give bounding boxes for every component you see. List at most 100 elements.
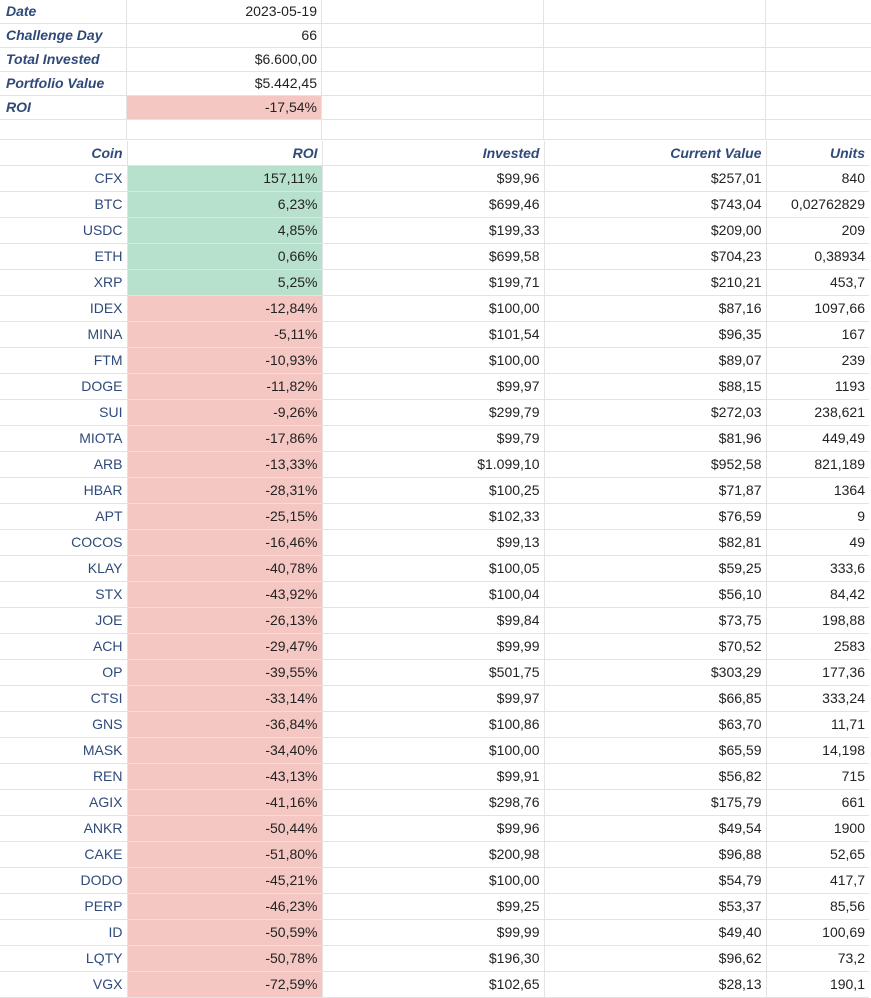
empty-cell[interactable]: [322, 24, 544, 47]
header-invested[interactable]: Invested: [322, 141, 545, 166]
invested-cell[interactable]: $99,99: [322, 633, 545, 660]
roi-cell[interactable]: 157,11%: [127, 165, 323, 192]
units-cell[interactable]: 238,621: [766, 399, 869, 426]
units-cell[interactable]: 661: [766, 789, 869, 816]
units-cell[interactable]: 821,189: [766, 451, 869, 478]
units-cell[interactable]: 1900: [766, 815, 869, 842]
empty-cell[interactable]: [766, 0, 871, 23]
invested-cell[interactable]: $1.099,10: [322, 451, 545, 478]
current-value-cell[interactable]: $65,59: [544, 737, 767, 764]
units-cell[interactable]: 2583: [766, 633, 869, 660]
current-value-cell[interactable]: $209,00: [544, 217, 767, 244]
coin-cell[interactable]: AGIX: [0, 789, 128, 816]
coin-cell[interactable]: LQTY: [0, 945, 128, 972]
units-cell[interactable]: 840: [766, 165, 869, 192]
roi-cell[interactable]: -43,92%: [127, 581, 323, 608]
coin-cell[interactable]: SUI: [0, 399, 128, 426]
empty-cell[interactable]: [766, 24, 871, 47]
invested-cell[interactable]: $99,91: [322, 763, 545, 790]
empty-cell[interactable]: [766, 120, 871, 139]
roi-cell[interactable]: -5,11%: [127, 321, 323, 348]
current-value-cell[interactable]: $56,10: [544, 581, 767, 608]
units-cell[interactable]: 9: [766, 503, 869, 530]
roi-cell[interactable]: -34,40%: [127, 737, 323, 764]
units-cell[interactable]: 239: [766, 347, 869, 374]
current-value-cell[interactable]: $952,58: [544, 451, 767, 478]
invested-cell[interactable]: $99,25: [322, 893, 545, 920]
roi-cell[interactable]: 4,85%: [127, 217, 323, 244]
units-cell[interactable]: 198,88: [766, 607, 869, 634]
coin-cell[interactable]: DODO: [0, 867, 128, 894]
current-value-cell[interactable]: $87,16: [544, 295, 767, 322]
coin-cell[interactable]: IDEX: [0, 295, 128, 322]
date-value[interactable]: 2023-05-19: [127, 0, 322, 23]
coin-cell[interactable]: KLAY: [0, 555, 128, 582]
challenge-day-label[interactable]: Challenge Day: [0, 24, 127, 47]
invested-cell[interactable]: $196,30: [322, 945, 545, 972]
current-value-cell[interactable]: $73,75: [544, 607, 767, 634]
roi-cell[interactable]: -50,78%: [127, 945, 323, 972]
coin-cell[interactable]: ETH: [0, 243, 128, 270]
roi-value[interactable]: -17,54%: [127, 96, 322, 119]
invested-cell[interactable]: $100,00: [322, 347, 545, 374]
units-cell[interactable]: 449,49: [766, 425, 869, 452]
units-cell[interactable]: 49: [766, 529, 869, 556]
units-cell[interactable]: 715: [766, 763, 869, 790]
current-value-cell[interactable]: $704,23: [544, 243, 767, 270]
current-value-cell[interactable]: $175,79: [544, 789, 767, 816]
roi-cell[interactable]: -45,21%: [127, 867, 323, 894]
invested-cell[interactable]: $99,84: [322, 607, 545, 634]
coin-cell[interactable]: BTC: [0, 191, 128, 218]
coin-cell[interactable]: XRP: [0, 269, 128, 296]
empty-cell[interactable]: [544, 24, 766, 47]
current-value-cell[interactable]: $272,03: [544, 399, 767, 426]
invested-cell[interactable]: $100,86: [322, 711, 545, 738]
units-cell[interactable]: 333,24: [766, 685, 869, 712]
units-cell[interactable]: 11,71: [766, 711, 869, 738]
roi-cell[interactable]: -29,47%: [127, 633, 323, 660]
roi-cell[interactable]: -51,80%: [127, 841, 323, 868]
coin-cell[interactable]: MASK: [0, 737, 128, 764]
current-value-cell[interactable]: $66,85: [544, 685, 767, 712]
units-cell[interactable]: 209: [766, 217, 869, 244]
current-value-cell[interactable]: $28,13: [544, 971, 767, 998]
units-cell[interactable]: 417,7: [766, 867, 869, 894]
invested-cell[interactable]: $99,97: [322, 373, 545, 400]
coin-cell[interactable]: STX: [0, 581, 128, 608]
invested-cell[interactable]: $298,76: [322, 789, 545, 816]
challenge-day-value[interactable]: 66: [127, 24, 322, 47]
roi-cell[interactable]: 5,25%: [127, 269, 323, 296]
portfolio-value[interactable]: $5.442,45: [127, 72, 322, 95]
units-cell[interactable]: 1193: [766, 373, 869, 400]
current-value-cell[interactable]: $257,01: [544, 165, 767, 192]
invested-cell[interactable]: $100,00: [322, 737, 545, 764]
current-value-cell[interactable]: $81,96: [544, 425, 767, 452]
coin-cell[interactable]: ANKR: [0, 815, 128, 842]
invested-cell[interactable]: $501,75: [322, 659, 545, 686]
invested-cell[interactable]: $99,79: [322, 425, 545, 452]
coin-cell[interactable]: ACH: [0, 633, 128, 660]
roi-cell[interactable]: -50,44%: [127, 815, 323, 842]
roi-cell[interactable]: -50,59%: [127, 919, 323, 946]
current-value-cell[interactable]: $71,87: [544, 477, 767, 504]
header-roi[interactable]: ROI: [127, 141, 323, 166]
roi-label[interactable]: ROI: [0, 96, 127, 119]
coin-cell[interactable]: REN: [0, 763, 128, 790]
invested-cell[interactable]: $200,98: [322, 841, 545, 868]
coin-cell[interactable]: USDC: [0, 217, 128, 244]
roi-cell[interactable]: -13,33%: [127, 451, 323, 478]
coin-cell[interactable]: JOE: [0, 607, 128, 634]
invested-cell[interactable]: $100,00: [322, 295, 545, 322]
empty-cell[interactable]: [766, 72, 871, 95]
coin-cell[interactable]: PERP: [0, 893, 128, 920]
date-label[interactable]: Date: [0, 0, 127, 23]
invested-cell[interactable]: $99,96: [322, 815, 545, 842]
units-cell[interactable]: 73,2: [766, 945, 869, 972]
coin-cell[interactable]: MIOTA: [0, 425, 128, 452]
current-value-cell[interactable]: $49,40: [544, 919, 767, 946]
empty-cell[interactable]: [0, 120, 127, 139]
current-value-cell[interactable]: $70,52: [544, 633, 767, 660]
roi-cell[interactable]: -72,59%: [127, 971, 323, 998]
invested-cell[interactable]: $99,96: [322, 165, 545, 192]
roi-cell[interactable]: 6,23%: [127, 191, 323, 218]
